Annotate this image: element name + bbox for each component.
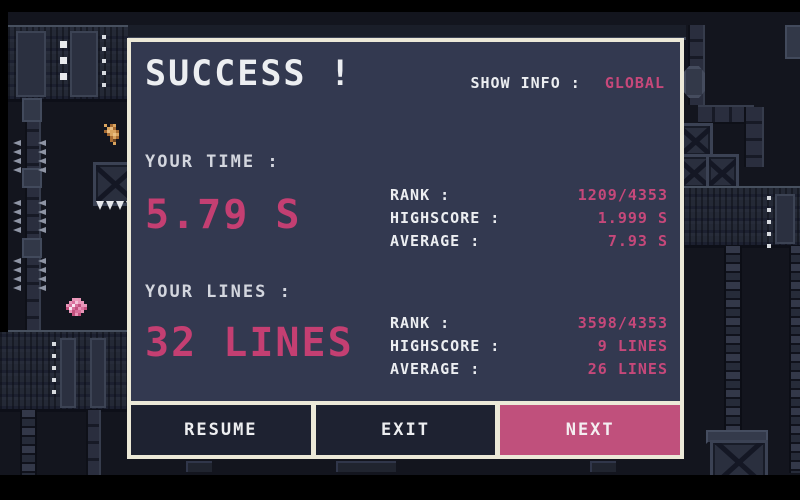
pipe-valve xyxy=(683,66,705,98)
chain xyxy=(724,246,742,436)
stat-row-rank: RANK : 1209/4353 xyxy=(390,186,668,204)
spikes-left xyxy=(13,200,21,233)
tile-top-right xyxy=(785,25,800,59)
dialog-button-row: RESUME EXIT NEXT xyxy=(131,401,681,455)
pipe-vertical-left xyxy=(25,98,41,332)
orange-creature-sprite xyxy=(104,124,107,127)
x-crate xyxy=(706,154,739,190)
deco-block xyxy=(336,461,396,472)
pipe-cap xyxy=(22,238,42,258)
pillar xyxy=(16,31,46,97)
pink-blob-sprite xyxy=(66,298,69,301)
letterbox-bottom xyxy=(0,475,800,500)
pipe-vertical xyxy=(86,410,101,475)
pipe-horizontal-right xyxy=(698,105,754,124)
success-dialog: SUCCESS ! SHOW INFO : GLOBAL YOUR TIME :… xyxy=(127,38,684,459)
pillar xyxy=(775,194,795,244)
resume-button[interactable]: RESUME xyxy=(131,405,311,455)
pillar xyxy=(90,338,106,408)
your-lines-label: YOUR LINES : xyxy=(145,282,292,302)
deco-block xyxy=(590,461,616,472)
pillar xyxy=(60,338,76,408)
time-stats: RANK : 1209/4353 HIGHSCORE : 1.999 S AVE… xyxy=(390,184,668,253)
spikes-left xyxy=(38,200,46,233)
spikes-left xyxy=(13,258,21,291)
show-info-value[interactable]: GLOBAL xyxy=(604,74,665,92)
show-info-label: SHOW INFO : xyxy=(470,74,581,92)
pipe-corner-right xyxy=(744,107,764,167)
stat-row-highscore: HIGHSCORE : 1.999 S xyxy=(390,209,668,227)
pillar-rivets xyxy=(52,342,56,346)
pillar-rivets xyxy=(102,35,106,39)
chain xyxy=(20,410,37,475)
pillar xyxy=(70,31,98,97)
stat-row-rank: RANK : 3598/4353 xyxy=(390,314,668,332)
pipe-cap xyxy=(22,98,42,122)
show-info-row: SHOW INFO : GLOBAL xyxy=(470,74,665,92)
spikes-left xyxy=(38,258,46,291)
exit-button[interactable]: EXIT xyxy=(310,405,496,455)
letterbox-top xyxy=(0,0,800,12)
letterbox-left xyxy=(0,0,8,332)
chain xyxy=(789,246,800,473)
your-time-value: 5.79 S xyxy=(145,192,302,238)
stat-row-average: AVERAGE : 26 LINES xyxy=(390,360,668,378)
lines-stats: RANK : 3598/4353 HIGHSCORE : 9 LINES AVE… xyxy=(390,312,668,381)
next-button[interactable]: NEXT xyxy=(495,405,681,455)
platform-left-big xyxy=(0,330,133,412)
stat-row-average: AVERAGE : 7.93 S xyxy=(390,232,668,250)
dialog-title: SUCCESS ! xyxy=(145,54,353,94)
pillar-slots xyxy=(60,41,67,48)
pillar-rivets xyxy=(767,196,771,200)
deco-block xyxy=(186,461,212,472)
platform-top-left xyxy=(8,25,128,102)
your-time-label: YOUR TIME : xyxy=(145,152,280,172)
stat-row-highscore: HIGHSCORE : 9 LINES xyxy=(390,337,668,355)
spikes-left xyxy=(13,140,21,173)
your-lines-value: 32 LINES xyxy=(145,320,354,366)
pipe-cap xyxy=(22,168,42,188)
platform-right xyxy=(683,186,800,248)
spikes-left xyxy=(38,140,46,173)
